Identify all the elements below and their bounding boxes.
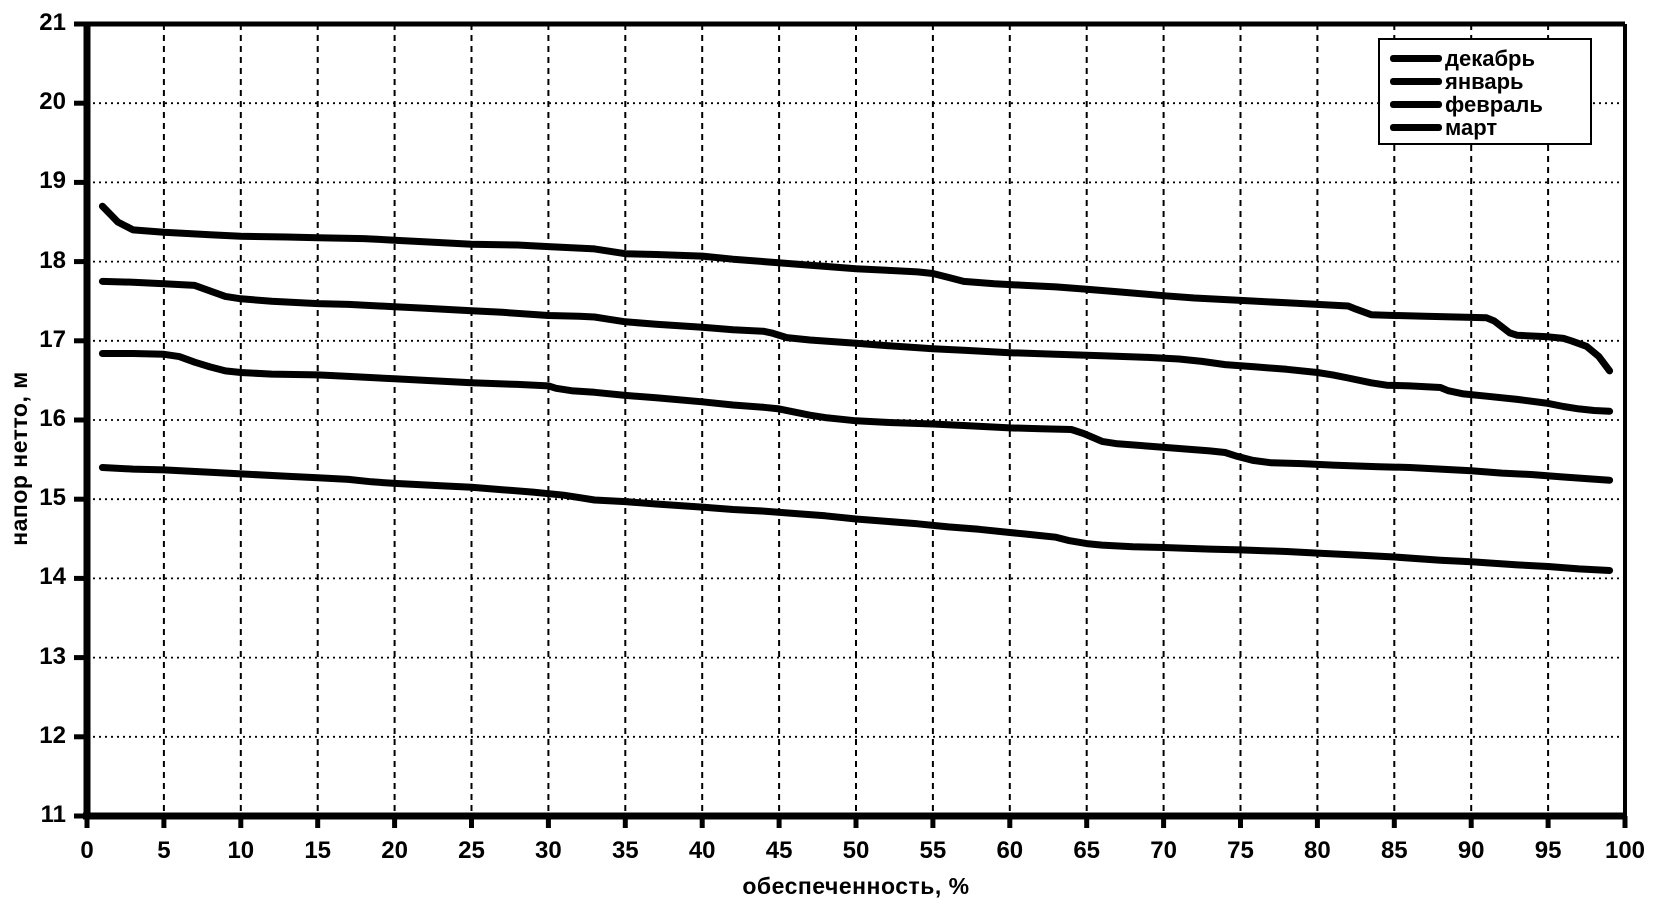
legend-item-март: март xyxy=(1390,116,1590,139)
y-tick-label-12: 12 xyxy=(39,721,66,749)
legend: декабрь январь февраль март xyxy=(1378,38,1592,145)
x-tick-label-100: 100 xyxy=(1604,837,1646,864)
legend-label: январь xyxy=(1445,68,1524,94)
legend-item-декабрь: декабрь xyxy=(1390,47,1590,70)
y-tick-label-17: 17 xyxy=(39,325,66,353)
series-line-январь xyxy=(98,277,1614,415)
x-tick-label-25: 25 xyxy=(458,837,485,864)
x-tick-label-5: 5 xyxy=(157,837,171,864)
series-line-март xyxy=(98,464,1614,574)
x-tick-label-70: 70 xyxy=(1150,837,1177,864)
x-tick-label-50: 50 xyxy=(842,837,870,864)
x-tick-label-30: 30 xyxy=(535,837,562,864)
legend-line-swatch xyxy=(1390,78,1442,85)
legend-label: март xyxy=(1445,114,1498,140)
legend-line-swatch xyxy=(1390,101,1442,108)
x-tick-label-35: 35 xyxy=(611,837,639,864)
x-tick-label-55: 55 xyxy=(919,837,947,864)
x-tick-label-15: 15 xyxy=(304,837,332,864)
x-tick-label-95: 95 xyxy=(1534,837,1562,864)
x-tick-label-20: 20 xyxy=(381,837,408,864)
y-tick-label-21: 21 xyxy=(39,9,66,36)
x-axis-title: обеспеченность, % xyxy=(742,873,970,899)
legend-line-swatch xyxy=(1390,55,1442,62)
x-tick-label-65: 65 xyxy=(1073,837,1101,864)
series-line-декабрь xyxy=(98,202,1614,375)
x-tick-label-75: 75 xyxy=(1227,837,1254,864)
legend-label: февраль xyxy=(1445,91,1543,117)
x-tick-label-85: 85 xyxy=(1380,837,1408,864)
x-tick-label-10: 10 xyxy=(227,837,255,864)
y-tick-label-20: 20 xyxy=(39,88,66,116)
x-tick-label-80: 80 xyxy=(1304,837,1331,864)
y-axis-title-wrap: напор нетто, м xyxy=(0,0,38,917)
x-tick-label-60: 60 xyxy=(996,837,1024,864)
y-tick-label-19: 19 xyxy=(39,167,66,195)
legend-line-swatch xyxy=(1390,124,1442,131)
legend-item-февраль: февраль xyxy=(1390,93,1590,116)
y-tick-label-18: 18 xyxy=(39,246,66,274)
y-tick-label-15: 15 xyxy=(39,484,66,512)
y-axis-title: напор нетто, м xyxy=(5,371,32,546)
series-line-февраль xyxy=(98,350,1614,484)
y-tick-label-16: 16 xyxy=(39,405,66,432)
legend-label: декабрь xyxy=(1445,45,1535,71)
y-tick-label-14: 14 xyxy=(39,563,66,591)
x-tick-label-40: 40 xyxy=(688,837,716,864)
y-tick-label-13: 13 xyxy=(39,642,66,670)
y-tick-label-11: 11 xyxy=(40,801,66,828)
x-tick-label-45: 45 xyxy=(765,837,793,864)
legend-item-январь: январь xyxy=(1390,70,1590,93)
x-tick-label-0: 0 xyxy=(80,837,94,864)
x-tick-label-90: 90 xyxy=(1457,837,1485,864)
